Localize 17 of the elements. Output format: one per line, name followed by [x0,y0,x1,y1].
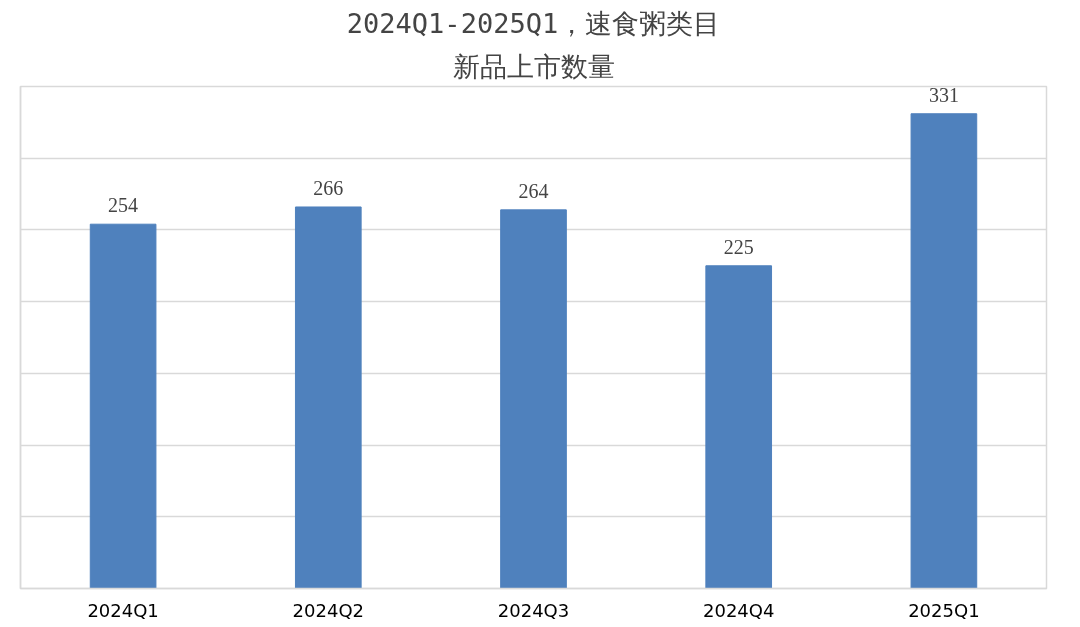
bar [500,209,567,589]
data-label: 225 [723,235,754,258]
data-label: 264 [518,179,549,202]
x-tick-label: 2024Q2 [292,599,365,621]
chart-subtitle: 新品上市数量 [452,50,615,82]
x-tick-label: 2024Q3 [497,599,570,621]
data-label: 331 [928,83,959,106]
bar [89,223,157,589]
bar [705,265,773,589]
x-tick-label: 2024Q4 [702,599,775,621]
data-label: 266 [313,176,344,199]
data-label: 254 [108,194,139,217]
x-tick-label: 2025Q1 [908,599,980,621]
x-tick-label: 2024Q1 [87,599,159,621]
chart-title: 2024Q1-2025Q1，速食粥类目 [346,7,721,39]
bar [294,206,362,589]
bar [910,113,978,589]
